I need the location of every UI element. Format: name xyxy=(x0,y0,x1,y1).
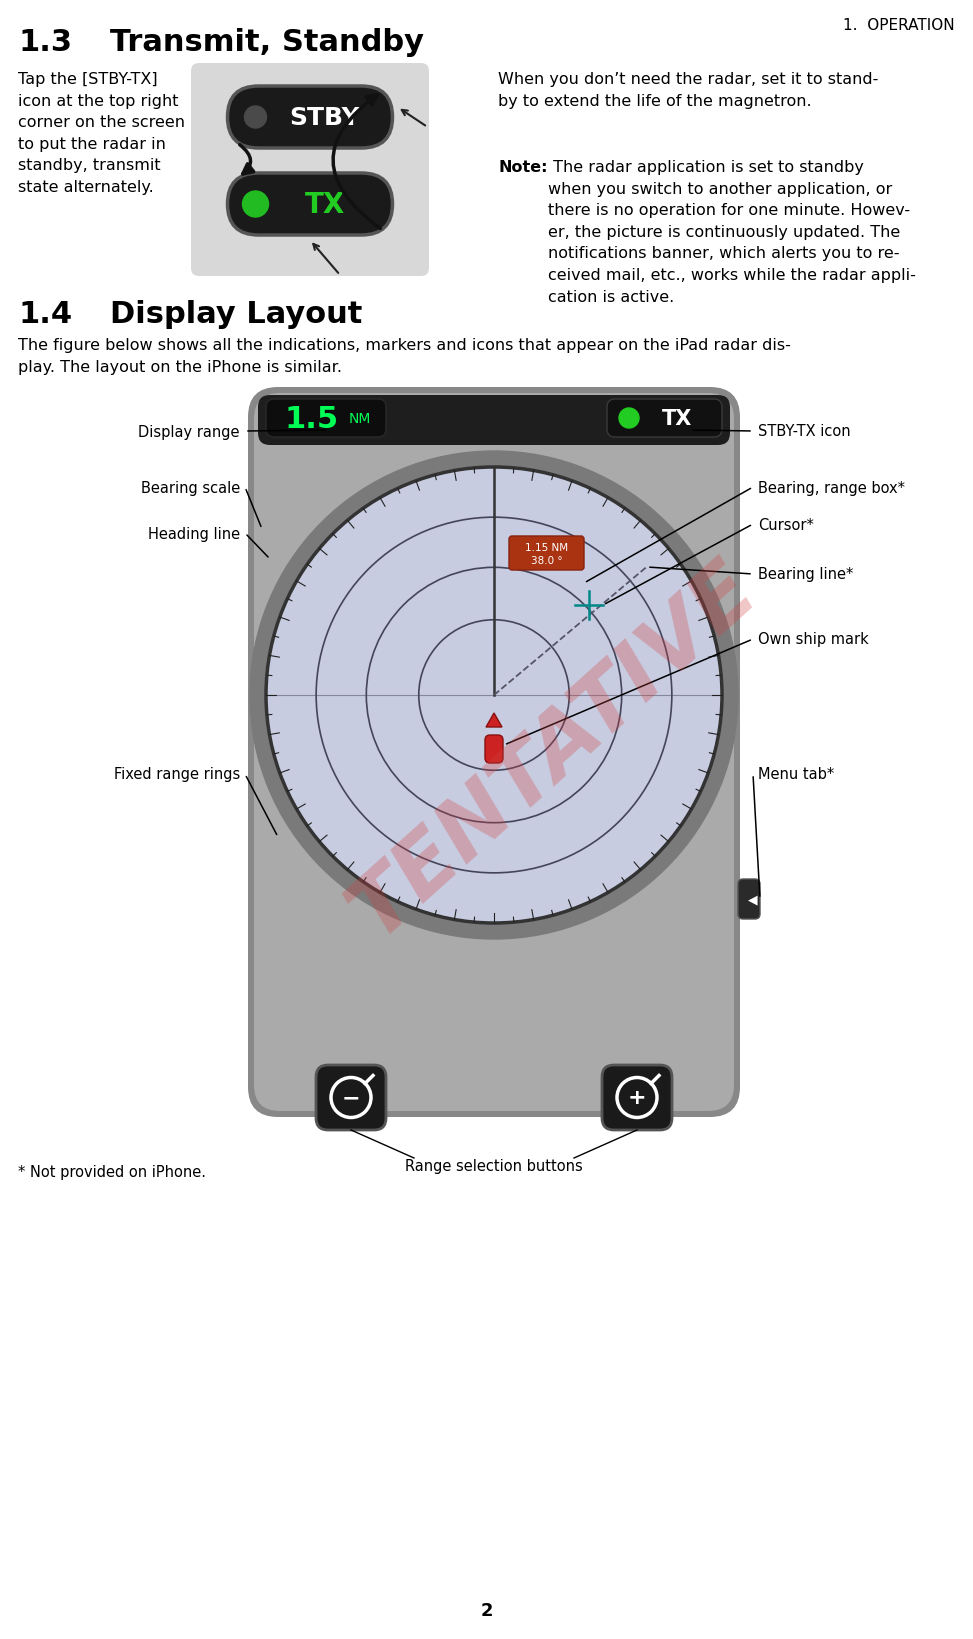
Text: −: − xyxy=(342,1088,360,1108)
Text: +: + xyxy=(628,1088,646,1108)
FancyBboxPatch shape xyxy=(316,1065,386,1131)
Text: * Not provided on iPhone.: * Not provided on iPhone. xyxy=(18,1164,206,1180)
Circle shape xyxy=(266,467,722,923)
Circle shape xyxy=(619,408,639,429)
FancyBboxPatch shape xyxy=(248,388,740,1118)
Text: ◀: ◀ xyxy=(748,893,758,906)
FancyBboxPatch shape xyxy=(228,174,392,236)
Text: Display Layout: Display Layout xyxy=(110,300,362,329)
Text: 1.  OPERATION: 1. OPERATION xyxy=(844,18,955,33)
Text: 38.0 °: 38.0 ° xyxy=(530,556,562,565)
FancyBboxPatch shape xyxy=(258,395,730,446)
Circle shape xyxy=(250,452,738,939)
FancyBboxPatch shape xyxy=(228,87,392,149)
Text: Transmit, Standby: Transmit, Standby xyxy=(110,28,424,57)
Text: Fixed range rings: Fixed range rings xyxy=(114,767,240,782)
Text: Menu tab*: Menu tab* xyxy=(758,767,834,782)
Text: TENTATIVE: TENTATIVE xyxy=(335,546,774,952)
Text: Cursor*: Cursor* xyxy=(758,518,813,533)
Text: Display range: Display range xyxy=(138,425,240,439)
FancyBboxPatch shape xyxy=(607,400,722,438)
FancyBboxPatch shape xyxy=(485,736,503,764)
Text: Range selection buttons: Range selection buttons xyxy=(405,1159,583,1174)
Text: Own ship mark: Own ship mark xyxy=(758,633,869,647)
Text: STBY: STBY xyxy=(290,107,360,129)
Text: 2: 2 xyxy=(481,1601,492,1619)
Text: The figure below shows all the indications, markers and icons that appear on the: The figure below shows all the indicatio… xyxy=(18,338,791,374)
Text: Bearing, range box*: Bearing, range box* xyxy=(758,480,905,495)
FancyBboxPatch shape xyxy=(602,1065,672,1131)
Text: 1.3: 1.3 xyxy=(18,28,72,57)
FancyBboxPatch shape xyxy=(266,400,386,438)
Text: Heading line: Heading line xyxy=(148,526,240,541)
Circle shape xyxy=(244,107,267,129)
Text: Bearing scale: Bearing scale xyxy=(141,480,240,495)
FancyBboxPatch shape xyxy=(254,393,734,1111)
FancyArrowPatch shape xyxy=(239,146,254,175)
Text: When you don’t need the radar, set it to stand-
by to extend the life of the mag: When you don’t need the radar, set it to… xyxy=(498,72,879,108)
Text: 1.15 NM: 1.15 NM xyxy=(525,543,568,552)
FancyBboxPatch shape xyxy=(509,536,584,570)
Text: Tap the [STBY-TX]
icon at the top right
corner on the screen
to put the radar in: Tap the [STBY-TX] icon at the top right … xyxy=(18,72,185,195)
Text: NM: NM xyxy=(349,411,372,426)
FancyBboxPatch shape xyxy=(191,64,429,277)
Polygon shape xyxy=(486,713,502,728)
FancyArrowPatch shape xyxy=(333,95,380,229)
Text: TX: TX xyxy=(662,408,692,429)
Text: 1.5: 1.5 xyxy=(285,405,339,433)
Text: 1.4: 1.4 xyxy=(18,300,72,329)
Circle shape xyxy=(242,192,269,218)
Text: The radar application is set to standby
when you switch to another application, : The radar application is set to standby … xyxy=(548,161,916,305)
Text: STBY-TX icon: STBY-TX icon xyxy=(758,425,850,439)
Text: Note:: Note: xyxy=(498,161,548,175)
Text: Bearing line*: Bearing line* xyxy=(758,567,853,582)
Text: TX: TX xyxy=(305,190,345,220)
FancyBboxPatch shape xyxy=(738,880,760,919)
